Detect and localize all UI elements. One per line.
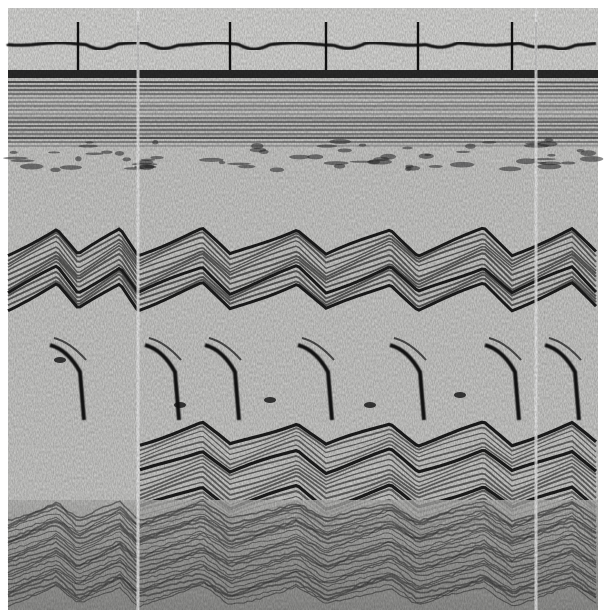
film-grain-overlay [8, 8, 598, 610]
